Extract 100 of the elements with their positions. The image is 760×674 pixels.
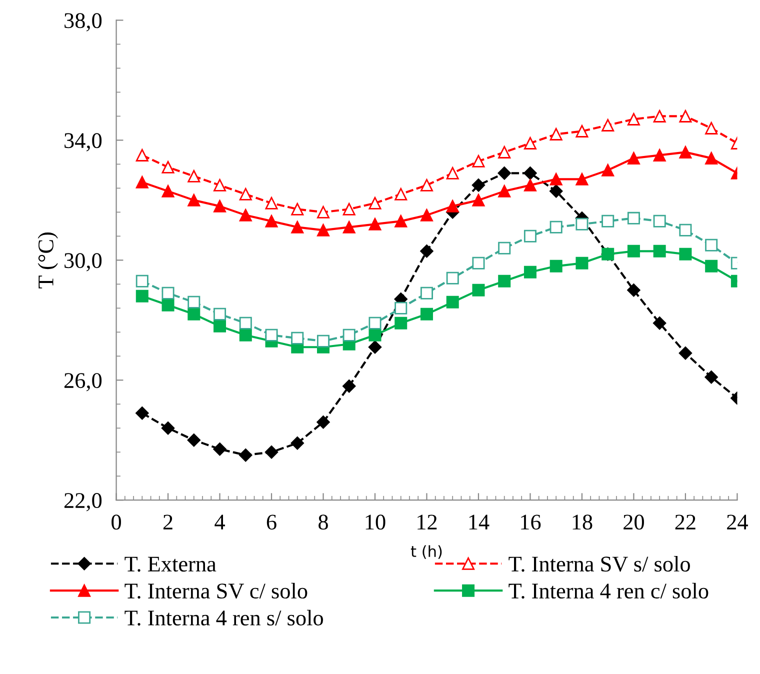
point — [136, 274, 148, 288]
point — [316, 416, 330, 429]
point — [162, 160, 174, 174]
point — [188, 170, 200, 182]
point — [679, 248, 692, 260]
point — [524, 266, 536, 278]
point — [317, 206, 330, 218]
point — [394, 316, 408, 330]
point — [576, 256, 588, 270]
x-tick-label: 0 — [112, 514, 121, 530]
point — [368, 196, 382, 210]
point — [265, 328, 278, 342]
point — [239, 188, 252, 200]
point — [524, 178, 536, 192]
point — [214, 178, 226, 192]
point — [472, 194, 485, 206]
x-tick-label: 14 — [469, 514, 490, 530]
point — [368, 316, 382, 330]
point — [162, 298, 174, 312]
point — [162, 286, 174, 300]
point — [627, 112, 640, 126]
point — [264, 446, 278, 459]
point — [368, 218, 382, 230]
legend-label: T. Interna SV s/ solo — [508, 556, 690, 572]
point — [627, 284, 640, 297]
point — [524, 166, 537, 180]
x-tick-label: 6 — [266, 514, 276, 530]
point — [472, 284, 485, 296]
point — [394, 302, 408, 314]
point — [524, 230, 536, 242]
point — [342, 380, 356, 393]
legend-label: T. Interna SV c/ solo — [124, 582, 308, 599]
point — [368, 340, 382, 354]
point — [472, 178, 486, 192]
x-tick-label: 10 — [366, 514, 386, 530]
point — [602, 118, 614, 132]
point — [420, 308, 433, 320]
y-tick-label: 26,0 — [64, 373, 102, 392]
point — [576, 124, 588, 138]
point — [653, 110, 666, 122]
x-axis-title: t (h) — [410, 545, 442, 559]
point — [498, 242, 511, 254]
point — [317, 334, 330, 348]
x-tick-label: 18 — [572, 514, 592, 530]
point — [498, 166, 511, 180]
x-tick-label: 2 — [163, 514, 172, 530]
point — [291, 332, 304, 344]
y-tick-label: 34,0 — [64, 133, 102, 152]
point — [161, 422, 175, 435]
point — [679, 224, 692, 236]
point — [136, 290, 148, 302]
point — [446, 166, 459, 180]
point — [239, 316, 252, 330]
point — [524, 136, 536, 150]
point — [679, 110, 692, 122]
point — [291, 220, 304, 234]
point — [136, 406, 149, 420]
point — [394, 188, 408, 200]
point — [678, 346, 692, 360]
point — [446, 296, 459, 308]
point — [420, 208, 433, 222]
point — [653, 214, 666, 228]
point — [188, 308, 200, 320]
x-tick-label: 20 — [624, 514, 644, 530]
point — [290, 436, 304, 450]
point — [394, 214, 408, 228]
point — [214, 308, 226, 320]
point — [550, 220, 562, 234]
point — [472, 256, 485, 270]
point — [239, 208, 252, 222]
x-tick-label: 24 — [727, 514, 748, 530]
x-tick-label: 8 — [318, 514, 328, 530]
x-tick-label: 12 — [418, 514, 437, 530]
point — [550, 128, 562, 140]
legend-label: T. Externa — [124, 556, 216, 572]
x-tick-label: 4 — [214, 514, 225, 530]
point — [136, 176, 148, 188]
point — [498, 184, 511, 198]
point — [446, 200, 459, 212]
point — [188, 194, 200, 206]
y-tick-label: 22,0 — [64, 493, 102, 512]
point — [239, 448, 252, 462]
legend-label: T. Interna 4 ren s/ solo — [124, 610, 323, 626]
point — [704, 370, 718, 384]
point — [602, 214, 614, 228]
point — [550, 184, 563, 198]
point — [653, 244, 666, 258]
point — [214, 200, 226, 212]
point — [214, 320, 226, 332]
point — [550, 172, 562, 186]
point — [472, 154, 485, 168]
y-axis-title: T (°C) — [38, 232, 58, 288]
point — [627, 244, 640, 258]
point — [162, 184, 174, 198]
point — [576, 218, 588, 230]
point — [420, 178, 433, 192]
point — [627, 212, 640, 224]
point — [652, 316, 666, 330]
point — [136, 148, 148, 162]
point — [265, 196, 278, 210]
